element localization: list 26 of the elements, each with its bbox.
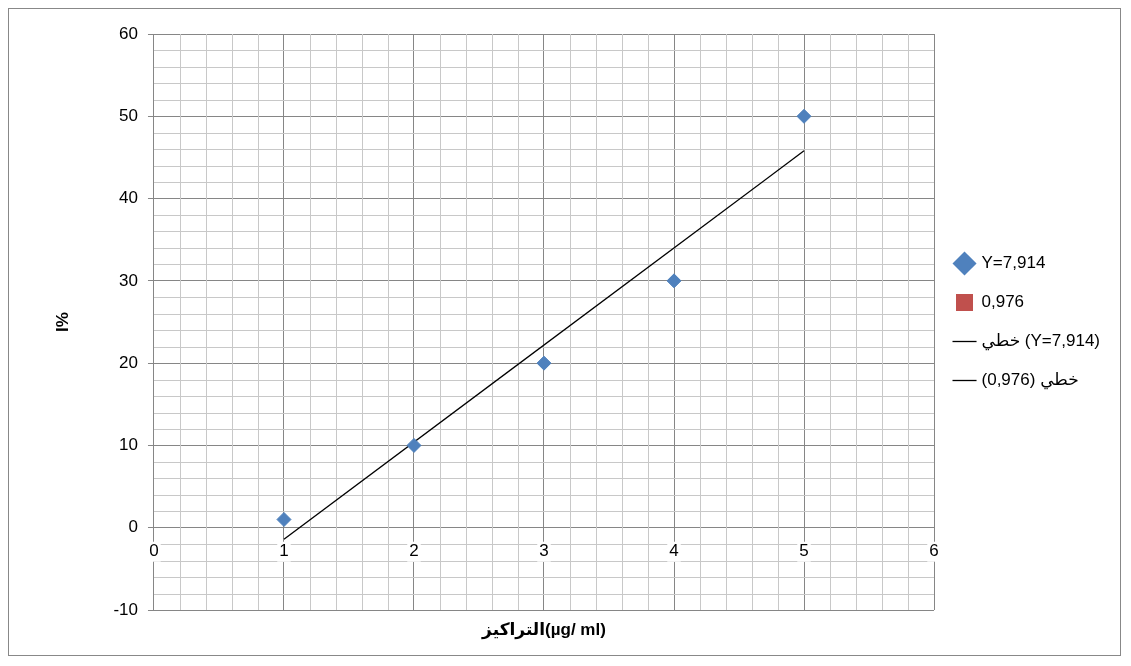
y-tick-label: 0 <box>128 517 138 537</box>
y-tick-label: 60 <box>119 23 138 43</box>
point <box>536 355 552 371</box>
x-tick-label: 4 <box>669 540 679 560</box>
x-tick-label: 1 <box>279 540 289 560</box>
legend-label: 0,976 <box>981 292 1025 312</box>
point <box>796 108 812 124</box>
point <box>276 511 292 527</box>
y-tick-label: 40 <box>119 188 138 208</box>
y-tick-label: 10 <box>119 435 138 455</box>
y-axis-title: I% <box>52 312 72 332</box>
x-axis-title: التراكيز(µg/ ml) <box>481 620 606 641</box>
y-tick-label: 20 <box>119 352 138 372</box>
legend-label: خطي (0,976) <box>981 370 1079 391</box>
y-tick-label: 30 <box>119 270 138 290</box>
x-tick-label: 6 <box>929 540 939 560</box>
legend-label: خطي (Y=7,914) <box>981 331 1101 352</box>
x-tick-label: 5 <box>799 540 809 560</box>
y-tick-label: -10 <box>113 599 138 619</box>
legend-label: Y=7,914 <box>981 253 1046 273</box>
x-tick-label: 3 <box>539 540 549 560</box>
point <box>406 437 422 453</box>
point <box>666 273 682 289</box>
x-tick-label: 2 <box>409 540 419 560</box>
x-tick-label: 0 <box>149 540 159 560</box>
y-tick-label: 50 <box>119 105 138 125</box>
